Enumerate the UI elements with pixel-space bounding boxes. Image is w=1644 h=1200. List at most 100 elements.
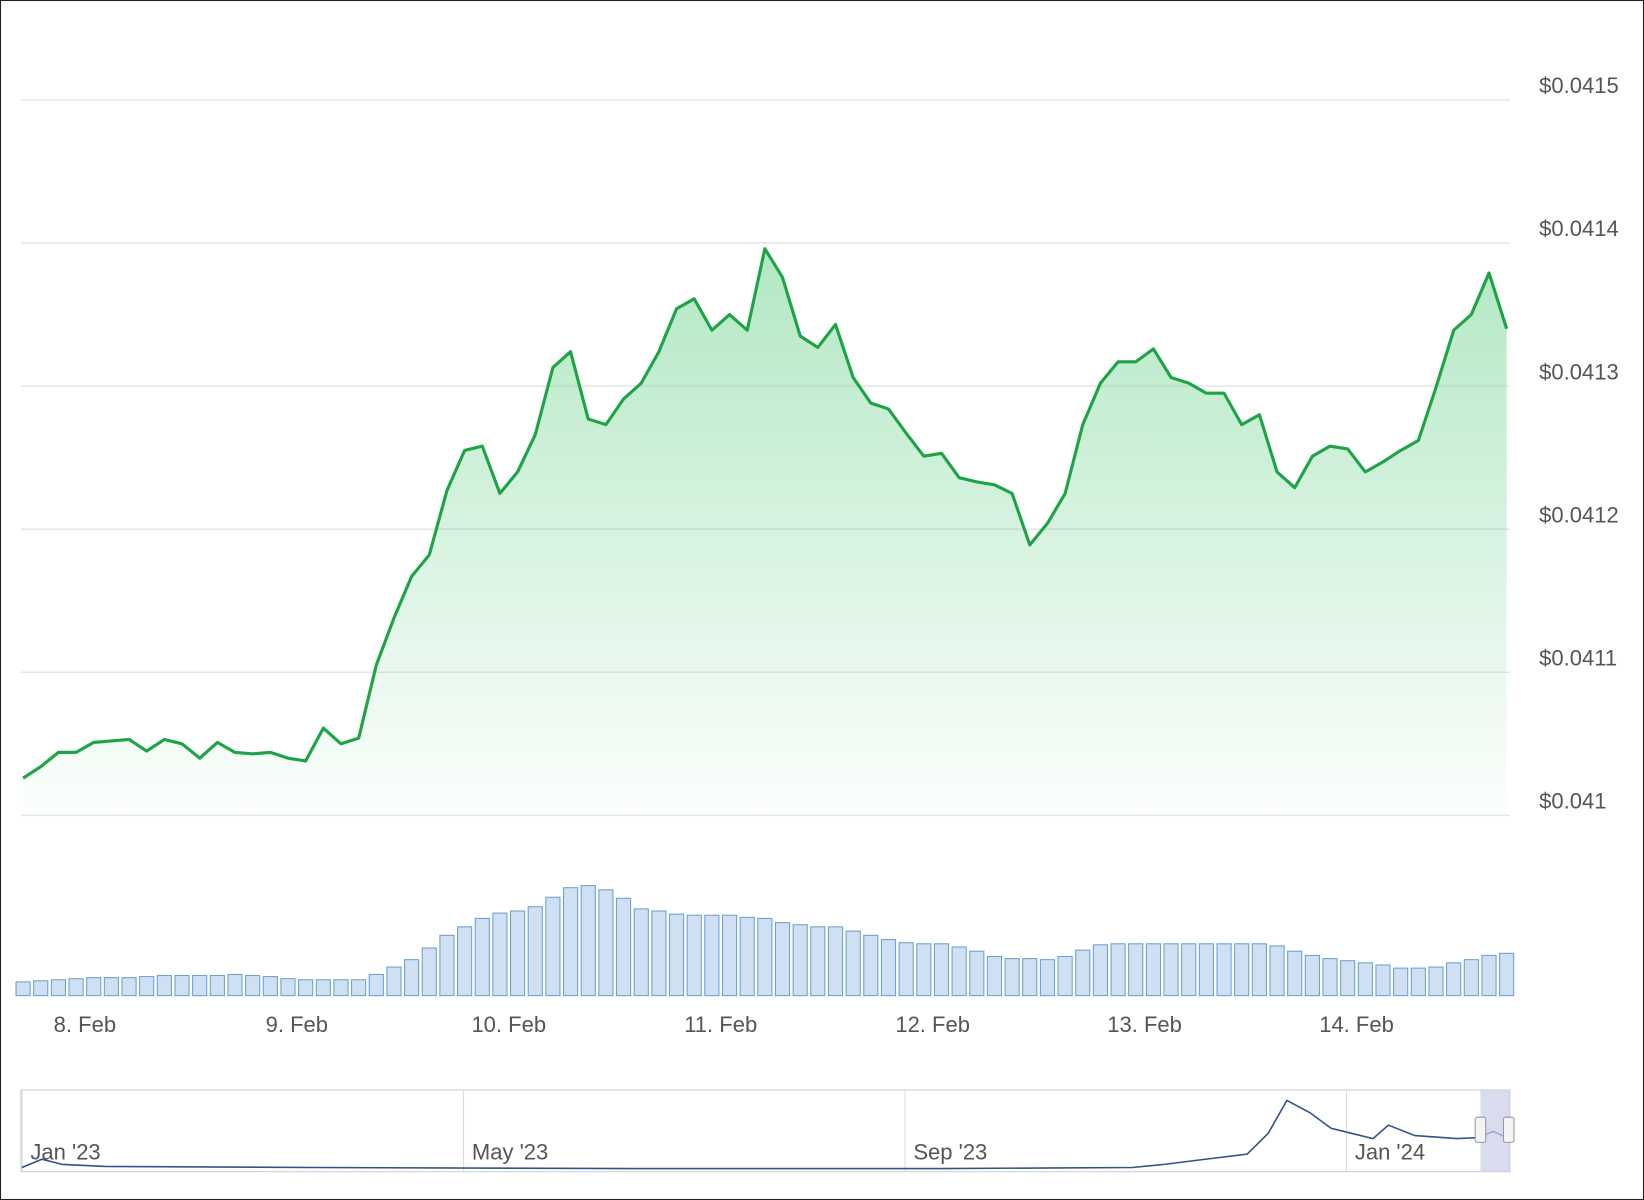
volume-bar [1004, 958, 1020, 997]
volume-bar [951, 946, 967, 997]
volume-bar [421, 947, 437, 997]
volume-bar [156, 975, 172, 997]
volume-bar [880, 939, 897, 997]
navigator-tick-label: Jan '24 [1355, 1140, 1425, 1165]
volume-bar [86, 977, 102, 997]
volume-bar [545, 896, 561, 997]
volume-bar [1181, 943, 1197, 997]
x-tick-label: 9. Feb [266, 1012, 328, 1037]
volume-bar [810, 926, 826, 997]
volume-bar [298, 979, 314, 997]
navigator-handle[interactable] [1474, 1116, 1487, 1143]
volume-bar [1287, 950, 1303, 997]
volume-bar [633, 908, 649, 997]
volume-bar [439, 934, 455, 997]
volume-bar [1110, 943, 1126, 997]
y-tick-label: $0.0415 [1539, 73, 1619, 98]
navigator-box [20, 1089, 1511, 1173]
volume-bar [1075, 949, 1091, 997]
volume-bar [1304, 954, 1320, 997]
volume-bar [1039, 959, 1056, 997]
volume-bar [1410, 967, 1426, 997]
y-tick-label: $0.041 [1539, 789, 1606, 814]
volume-bar [1393, 967, 1409, 997]
volume-bar [1163, 943, 1179, 997]
volume-bar [492, 912, 508, 997]
x-tick-label: 12. Feb [895, 1012, 970, 1037]
volume-bar [1463, 959, 1479, 997]
volume-bar [651, 910, 667, 997]
volume-bar [139, 976, 155, 997]
volume-bar [174, 975, 190, 997]
volume-bar [121, 977, 137, 997]
volume-bar [757, 917, 773, 997]
volume-bar [368, 973, 384, 997]
y-tick-label: $0.0412 [1539, 502, 1619, 527]
x-tick-label: 14. Feb [1319, 1012, 1394, 1037]
volume-bar [615, 897, 632, 997]
volume-bar [457, 926, 473, 997]
volume-bar [986, 955, 1003, 997]
volume-bar [686, 914, 702, 997]
price-line [22, 247, 1509, 780]
navigator-line [21, 1099, 1505, 1170]
price-area [23, 248, 1507, 816]
volume-bar [209, 975, 225, 997]
volume-bar [827, 926, 844, 997]
volume-bar [580, 885, 596, 997]
volume-bar [863, 934, 879, 997]
y-tick-label: $0.0413 [1539, 359, 1619, 384]
volume-bar [1198, 943, 1214, 997]
volume-bar [1481, 954, 1497, 997]
volume-bar [933, 943, 950, 997]
volume-bar [1145, 943, 1162, 997]
navigator-tick-label: May '23 [472, 1140, 548, 1165]
volume-bar [510, 910, 526, 997]
navigator-handle[interactable] [1502, 1116, 1515, 1143]
volume-bar [68, 978, 84, 997]
volume-bar [598, 889, 614, 997]
volume-bar [1428, 966, 1444, 997]
y-tick-label: $0.0411 [1539, 646, 1617, 671]
x-tick-label: 13. Feb [1107, 1012, 1182, 1037]
x-tick-label: 10. Feb [471, 1012, 546, 1037]
navigator-tick-label: Sep '23 [913, 1140, 987, 1165]
volume-bar [262, 976, 278, 997]
volume-bar [1092, 944, 1109, 997]
volume-bar [1128, 943, 1144, 997]
volume-bar [1322, 958, 1338, 997]
volume-bar [1446, 962, 1462, 997]
volume-bar [192, 975, 208, 997]
volume-bar [1234, 943, 1250, 997]
volume-bar [280, 978, 296, 997]
volume-bar [333, 979, 349, 997]
volume-bar [721, 914, 738, 997]
volume-bar [1357, 962, 1373, 997]
volume-bar [1269, 945, 1285, 997]
volume-bar [1340, 960, 1356, 997]
volume-bar [1375, 964, 1391, 997]
volume-bar [969, 950, 985, 997]
volume-bar [1251, 943, 1267, 997]
volume-bar [386, 966, 402, 997]
x-tick-label: 8. Feb [54, 1012, 116, 1037]
volume-bar [739, 916, 755, 997]
volume-bar [351, 979, 367, 997]
volume-bar [474, 917, 490, 997]
volume-bar [845, 930, 861, 997]
y-tick-label: $0.0414 [1539, 216, 1619, 241]
navigator-tick-label: Jan '23 [30, 1140, 100, 1165]
volume-bar [1216, 943, 1232, 997]
volume-bar [245, 975, 261, 997]
volume-bar [527, 906, 543, 997]
volume-bar [792, 924, 808, 997]
volume-bar [1022, 958, 1038, 997]
volume-bar [315, 979, 331, 997]
volume-bar [103, 977, 119, 997]
volume-bar [898, 942, 914, 997]
volume-bar [227, 973, 243, 997]
volume-bar [50, 979, 66, 997]
volume-bar [562, 887, 579, 997]
